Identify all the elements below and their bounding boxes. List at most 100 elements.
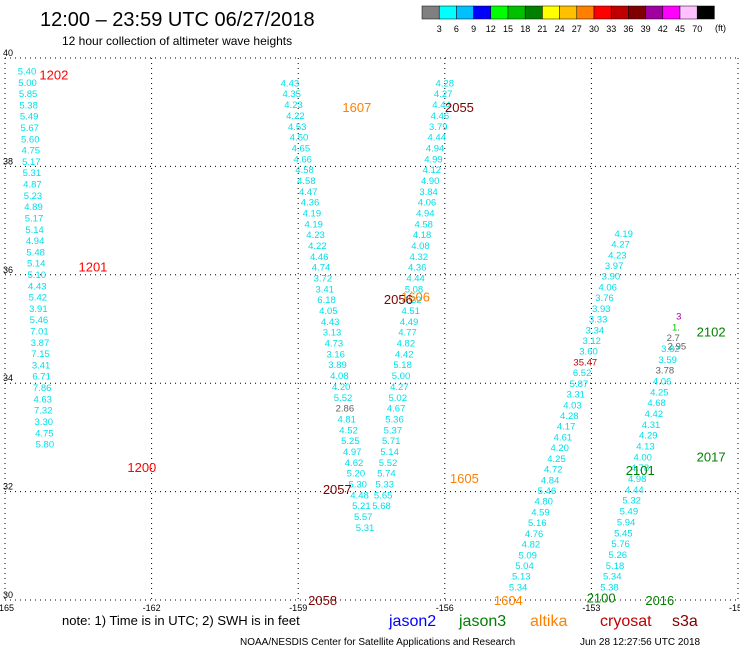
wave-height-value: 5.34 (509, 582, 528, 593)
chart-title: 12:00 – 23:59 UTC 06/27/2018 (40, 9, 315, 31)
wave-height-value: 4.82 (522, 540, 541, 551)
legend-swatch (507, 5, 526, 20)
wave-height-value: 5.04 (515, 561, 534, 572)
wave-height-value: 5.87 (570, 379, 589, 390)
wave-height-value: 4.00 (633, 452, 652, 463)
wave-height-value: 4.78 (631, 463, 650, 474)
wave-height-value: 4.31 (642, 420, 661, 431)
wave-height-value: 4.44 (406, 274, 425, 285)
wave-height-value: 4.50 (290, 133, 309, 144)
wave-height-value: 5.37 (384, 425, 403, 436)
pass-time-label: 2100 (587, 590, 616, 605)
x-tick-label: -153 (582, 603, 600, 613)
wave-height-values: 5.405.005.855.385.495.675.604.755.175.31… (18, 66, 686, 593)
wave-height-value: 4.58 (414, 219, 433, 230)
y-tick-label: 32 (3, 482, 13, 492)
wave-height-value: 4.28 (560, 411, 579, 422)
wave-height-value: 4.05 (319, 306, 338, 317)
wave-height-value: 5.60 (21, 134, 40, 145)
wave-height-value: 4.77 (398, 328, 417, 339)
wave-height-value: 4.87 (23, 180, 42, 191)
wave-height-value: 4.03 (563, 400, 582, 411)
wave-height-value: 5.25 (341, 436, 360, 447)
pass-time-label: 2057 (323, 482, 352, 497)
wave-height-value: 4.82 (397, 339, 416, 350)
wave-height-value: 4.35 (282, 89, 301, 100)
wave-height-value: 5.16 (528, 518, 547, 529)
wave-height-value: 3.12 (582, 336, 601, 347)
wave-height-value: 4.52 (339, 425, 358, 436)
wave-height-value: 5.36 (385, 414, 404, 425)
footer-note: note: 1) Time is in UTC; 2) SWH is in fe… (62, 613, 300, 628)
wave-height-value: 4.73 (325, 339, 344, 350)
legend-swatch (628, 5, 646, 20)
wave-height-value: 5.46 (538, 486, 557, 497)
wave-height-value: 4.94 (26, 236, 45, 247)
legend-tick-label: 24 (555, 24, 565, 34)
wave-height-value: 6.18 (317, 295, 336, 306)
wave-height-value: 4.49 (400, 317, 419, 328)
wave-height-value: 4.42 (395, 349, 414, 360)
legend-tick-label: 15 (503, 24, 513, 34)
satellite-legend-entry: cryosat (600, 613, 652, 630)
wave-height-value: 5.46 (30, 315, 49, 326)
legend-swatch (542, 5, 560, 20)
wave-height-value: 3.89 (328, 360, 347, 371)
wave-height-value: 3.72 (314, 274, 333, 285)
wave-height-value: 5.48 (26, 247, 45, 258)
wave-height-value: 4.51 (401, 306, 420, 317)
wave-height-value: 3.79 (429, 122, 448, 133)
pass-time-label: 2017 (697, 449, 726, 464)
y-tick-label: 38 (3, 156, 13, 166)
wave-height-value: 4.99 (424, 154, 443, 165)
wave-height-value: 4.58 (297, 176, 316, 187)
pass-time-label: 2058 (308, 593, 337, 608)
wave-height-value: 4.81 (337, 414, 356, 425)
wave-height-value: 5.14 (25, 225, 44, 236)
wave-height-value: 5.14 (380, 447, 399, 458)
wave-height-value: 3.30 (35, 417, 54, 428)
wave-height-value: 1. (672, 322, 680, 333)
wave-height-value: 4.23 (306, 230, 325, 241)
wave-height-value: 6.71 (32, 372, 51, 383)
wave-height-value: 4.23 (284, 100, 303, 111)
wave-height-value: 5.17 (22, 157, 41, 168)
wave-height-value: 5.17 (25, 213, 44, 224)
wave-height-value: 4.62 (345, 458, 364, 469)
wave-height-value: 5.02 (389, 393, 408, 404)
wave-height-value: 4.36 (301, 198, 320, 209)
legend-tick-label: 70 (692, 24, 702, 34)
wave-height-value: 5.18 (606, 561, 625, 572)
wave-height-value: 4.20 (550, 443, 569, 454)
wave-height-value: 3.16 (326, 349, 345, 360)
wave-height-value: 5.33 (376, 479, 395, 490)
wave-height-value: 4.74 (312, 263, 331, 274)
wave-height-value: 2.95 (668, 341, 687, 352)
wave-height-value: 4.98 (628, 474, 647, 485)
pass-time-label: 1202 (39, 67, 68, 82)
wave-height-value: 5.80 (36, 440, 55, 451)
legend-swatch (421, 5, 440, 20)
wave-height-value: 5.49 (20, 112, 39, 123)
wave-height-value: 3.59 (658, 355, 677, 366)
wave-height-value: 4.68 (647, 398, 666, 409)
wave-height-value: 5.23 (24, 191, 43, 202)
legend-swatch (610, 5, 629, 20)
legend-swatch (456, 5, 474, 20)
x-tick-label: -156 (436, 603, 454, 613)
wave-height-value: 4.25 (650, 387, 669, 398)
wave-height-value: 3.97 (605, 261, 624, 272)
legend-tick-label: 33 (606, 24, 616, 34)
wave-height-value: 4.20 (332, 382, 351, 393)
wave-height-value: 5.76 (611, 539, 630, 550)
x-tick-label: -159 (289, 603, 307, 613)
wave-height-value: 4.06 (653, 376, 672, 387)
wave-height-value: 3.87 (31, 338, 50, 349)
wave-height-value: 4.43 (28, 281, 47, 292)
wave-height-value: 3.93 (592, 304, 611, 315)
wave-height-value: 4.67 (387, 404, 406, 415)
wave-height-value: 4.76 (525, 529, 544, 540)
wave-height-value: 5.40 (18, 66, 37, 77)
legend-swatch (524, 5, 543, 20)
